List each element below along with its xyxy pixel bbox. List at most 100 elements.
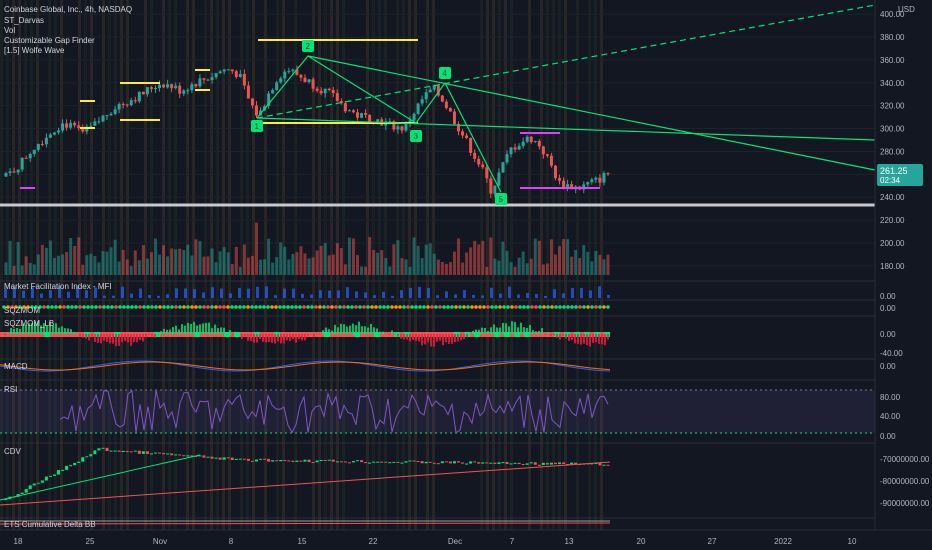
rsi-label[interactable]: RSI <box>4 385 17 394</box>
volume-bar <box>36 254 40 275</box>
sqz-green-segment <box>234 332 240 337</box>
mfi-dot <box>130 305 134 309</box>
candle-body <box>497 172 501 186</box>
cdv-candle <box>44 476 48 481</box>
sqz-bar <box>454 334 456 343</box>
ets-label[interactable]: ETS Cumulative Delta BB <box>4 520 96 529</box>
sqz-bar <box>142 334 144 342</box>
sqz-bar <box>367 327 369 334</box>
mfi-dot <box>582 305 586 309</box>
volume-bar <box>218 251 222 275</box>
cdv-label[interactable]: CDV <box>4 447 22 456</box>
volume-bar <box>48 240 52 275</box>
indicator-label: ST_Darvas <box>4 16 44 25</box>
candle-body <box>400 126 404 131</box>
mfi-bar <box>310 294 313 298</box>
candle-body <box>198 78 202 87</box>
sqz-bar <box>553 334 555 336</box>
sqz-bar <box>136 334 138 343</box>
sqz1-label[interactable]: SQZMOM <box>4 306 40 315</box>
volume-bar <box>190 255 194 275</box>
volume-bar <box>133 250 137 275</box>
mfi-dot <box>218 305 222 309</box>
candle-body <box>40 143 44 145</box>
indicator-label: Vol <box>4 26 15 35</box>
candle-body <box>566 184 570 189</box>
volume-bar <box>327 255 331 275</box>
cdv-candle <box>52 474 56 476</box>
candle-body <box>533 140 537 142</box>
volume-bar <box>311 257 315 275</box>
sqz-bar <box>406 334 408 340</box>
sqz-green-segment <box>494 332 500 337</box>
sqz-bar <box>460 334 462 341</box>
candle-body <box>28 153 32 159</box>
shade-column <box>528 0 531 530</box>
sqz-bar <box>187 322 189 334</box>
mfi-dot <box>482 305 486 309</box>
volume-bar <box>238 266 242 275</box>
macd-label[interactable]: MACD <box>4 362 28 371</box>
mfi-dot <box>458 305 462 309</box>
mfi-label[interactable]: Market Facilitation Index - MFI <box>4 282 112 291</box>
volume-bar <box>351 238 355 275</box>
candle-body <box>234 71 238 77</box>
volume-bar <box>529 258 533 275</box>
mfi-bar <box>598 286 601 298</box>
mfi-dot <box>494 305 498 309</box>
cdv-candle <box>380 461 384 463</box>
cdv-candle <box>162 453 166 455</box>
sqz-bar <box>361 326 363 334</box>
sqz-bar <box>262 334 264 342</box>
mfi-dot <box>530 305 534 309</box>
shade-column <box>408 0 411 530</box>
sqz-bar <box>571 334 573 341</box>
volume-bar <box>368 237 372 275</box>
symbol-title[interactable]: Coinbase Global, Inc., 4h, NASDAQ <box>4 5 132 14</box>
sqz-bar <box>403 334 405 340</box>
mfi-dot <box>170 305 174 309</box>
cdv-candle <box>558 462 562 465</box>
cdv-candle <box>271 460 275 462</box>
sqz-bar <box>211 328 213 334</box>
mfi-dot <box>562 305 566 309</box>
cdv-candle <box>40 480 44 483</box>
sqz-bar <box>601 334 603 345</box>
sqz-bar <box>199 324 201 334</box>
volume-bar <box>372 250 376 275</box>
mfi-dot <box>198 305 202 309</box>
mfi-dot <box>342 305 346 309</box>
cdv-candle <box>541 462 545 465</box>
grid <box>0 13 875 267</box>
cdv-candle <box>489 462 493 464</box>
sub-tick: 0.00 <box>880 330 896 339</box>
volume-bar <box>291 254 295 275</box>
price-axis-bg <box>875 0 932 550</box>
gap-lines <box>20 132 600 189</box>
mfi-dot <box>370 305 374 309</box>
sqz-bar <box>541 328 543 334</box>
sqz-bar <box>202 323 204 334</box>
cdv-candle <box>440 461 444 464</box>
volume-bar <box>315 250 319 275</box>
cdv-candle <box>242 458 246 460</box>
sub-tick: -80000000.00 <box>880 477 930 486</box>
cdv-candle <box>424 461 428 464</box>
volume-bar <box>52 257 56 275</box>
volume-bar <box>436 259 440 275</box>
mfi-dot <box>506 305 510 309</box>
volume-bar <box>578 258 582 275</box>
wolfe-point-label: 5 <box>499 195 504 204</box>
mfi-dot <box>126 305 130 309</box>
cdv-candle <box>279 459 283 462</box>
cdv-candle <box>101 447 105 449</box>
sqz-green-segment <box>154 332 160 337</box>
sqz2-label[interactable]: SQZMOM_LB <box>4 319 54 328</box>
mfi-bar <box>355 291 358 298</box>
cdv-candle <box>4 499 8 501</box>
shade-column <box>552 0 555 530</box>
indicator-label: Customizable Gap Finder <box>4 36 95 45</box>
mfi-dot <box>314 305 318 309</box>
